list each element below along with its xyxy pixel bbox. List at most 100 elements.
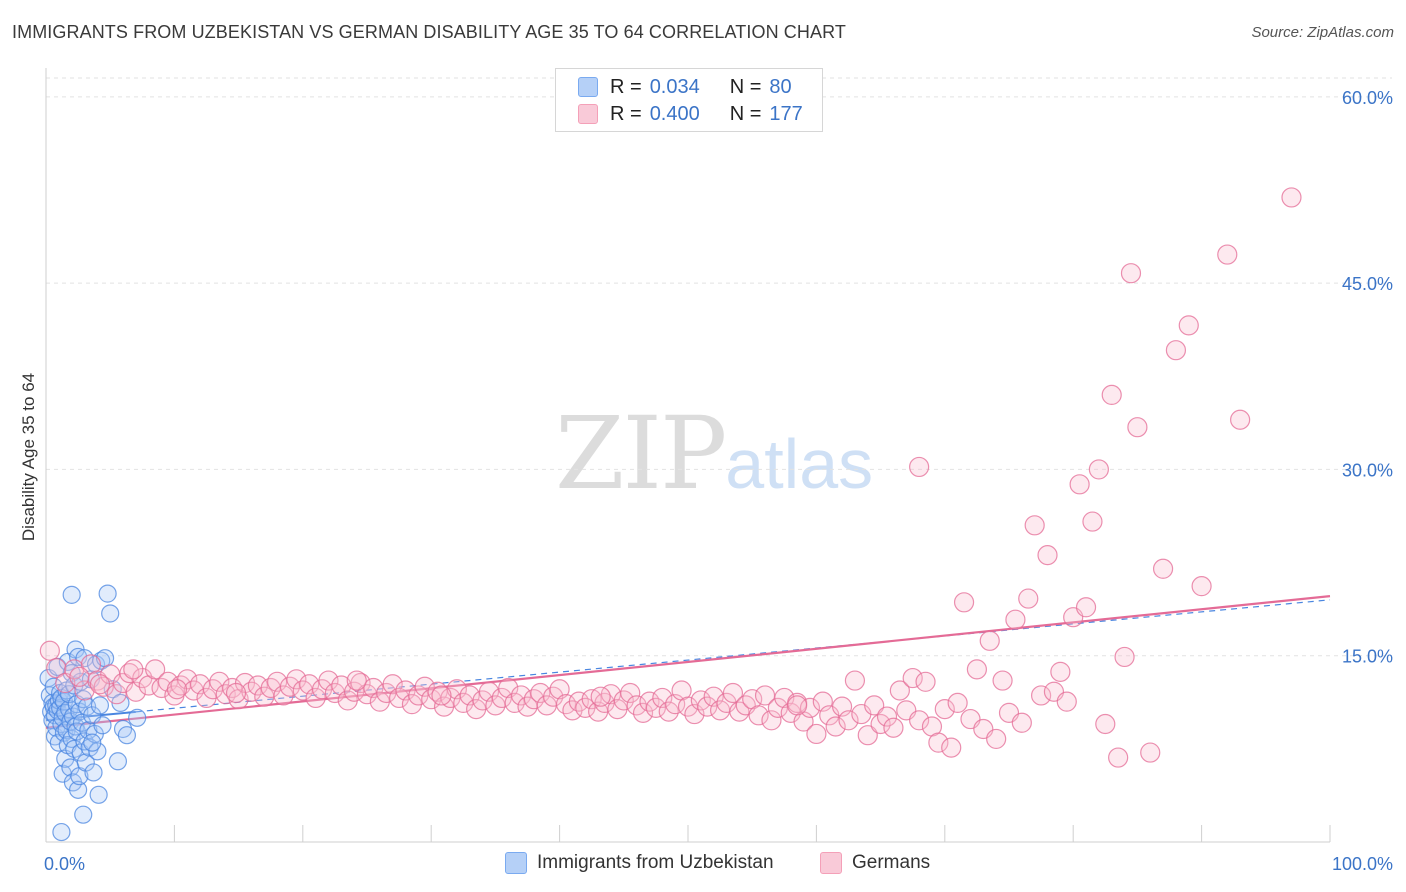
point-germans <box>1030 685 1052 706</box>
point-germans <box>1056 691 1077 712</box>
point-uzbekistan <box>128 708 147 727</box>
watermark: ZIPatlas <box>555 395 873 512</box>
series-germans <box>39 187 1302 768</box>
point-germans <box>941 737 962 758</box>
bottom-legend-germans: Germans <box>820 852 930 874</box>
point-germans <box>1037 545 1058 566</box>
legend-r-label: R = <box>610 75 642 98</box>
point-germans <box>431 685 452 706</box>
point-germans <box>1217 244 1238 265</box>
point-germans <box>1120 263 1142 284</box>
point-germans <box>883 717 904 738</box>
point-germans <box>934 699 955 720</box>
point-germans <box>787 695 808 716</box>
chart-source: Source: ZipAtlas.com <box>1251 24 1394 41</box>
point-germans <box>1114 646 1135 668</box>
point-germans <box>806 723 827 745</box>
point-germans <box>915 671 936 692</box>
point-germans <box>89 674 111 695</box>
point-germans <box>590 686 611 707</box>
legend-n-value: 80 <box>769 75 792 98</box>
point-germans <box>722 682 744 704</box>
point-germans <box>1075 597 1097 618</box>
series-uzbekistan <box>39 584 147 842</box>
point-germans <box>876 706 898 727</box>
legend-r-value: 0.034 <box>649 75 700 98</box>
point-uzbekistan <box>74 805 93 824</box>
bottom-legend-label-uzbekistan: Immigrants from Uzbekistan <box>537 852 774 873</box>
point-germans <box>902 667 923 689</box>
point-germans <box>1178 315 1199 336</box>
bottom-legend-uzbekistan: Immigrants from Uzbekistan <box>505 852 774 874</box>
point-uzbekistan <box>62 585 81 604</box>
point-germans <box>966 659 988 680</box>
y-tick-label: 15.0% <box>1342 647 1393 667</box>
point-germans <box>986 728 1007 750</box>
point-germans <box>953 592 975 613</box>
y-axis-label: Disability Age 35 to 64 <box>19 373 38 541</box>
point-uzbekistan <box>84 763 103 782</box>
point-germans <box>1088 459 1109 480</box>
point-germans <box>825 716 846 737</box>
legend-swatch-germans <box>578 104 598 124</box>
point-uzbekistan <box>90 696 110 715</box>
x-tick-label: 100.0% <box>1332 854 1393 874</box>
point-germans <box>632 702 654 723</box>
point-uzbekistan <box>117 726 136 745</box>
point-germans <box>774 687 795 709</box>
stats-legend: R = 0.034 N = 80 R = 0.400 N = 177 <box>555 68 823 132</box>
point-germans <box>761 710 782 731</box>
point-uzbekistan <box>60 685 79 704</box>
point-germans <box>1005 609 1026 630</box>
point-germans <box>498 677 519 699</box>
point-germans <box>1140 742 1161 763</box>
point-germans <box>1018 588 1039 609</box>
point-germans <box>549 679 570 700</box>
point-germans <box>1108 747 1129 768</box>
bottom-legend-swatch-germans <box>820 852 842 874</box>
bottom-legend-swatch-uzbekistan <box>505 852 527 874</box>
point-germans <box>530 682 551 704</box>
point-germans <box>346 670 367 691</box>
y-tick-label: 60.0% <box>1342 88 1393 108</box>
point-germans <box>799 697 821 718</box>
gridlines <box>46 77 1392 657</box>
point-uzbekistan <box>77 697 97 716</box>
point-germans <box>864 695 885 716</box>
point-germans <box>1095 713 1116 735</box>
legend-n-label: N = <box>729 102 762 125</box>
point-germans <box>286 669 307 690</box>
point-germans <box>93 676 114 697</box>
point-germans <box>350 672 371 694</box>
point-germans <box>247 675 268 696</box>
point-germans <box>414 676 435 697</box>
point-uzbekistan <box>93 716 112 735</box>
point-germans <box>620 682 641 704</box>
point-germans <box>145 659 166 680</box>
point-germans <box>992 670 1013 691</box>
point-germans <box>947 692 968 714</box>
point-germans <box>909 456 930 478</box>
watermark-zip: ZIP <box>555 395 727 512</box>
point-uzbekistan <box>52 822 71 842</box>
point-germans <box>123 659 144 680</box>
bottom-legend-label-germans: Germans <box>852 852 931 873</box>
point-germans <box>1127 417 1148 438</box>
point-germans <box>844 670 866 691</box>
legend-r-value: 0.400 <box>649 102 700 125</box>
point-germans <box>46 658 67 679</box>
point-uzbekistan <box>68 780 88 799</box>
point-germans <box>1191 576 1212 597</box>
point-germans <box>979 630 1000 651</box>
point-germans <box>1165 340 1187 361</box>
point-germans <box>39 640 60 661</box>
chart-title: IMMIGRANTS FROM UZBEKISTAN VS GERMAN DIS… <box>12 22 846 42</box>
point-germans <box>318 670 339 691</box>
point-germans <box>909 710 930 731</box>
point-germans <box>225 682 247 704</box>
point-uzbekistan <box>101 604 120 623</box>
point-germans <box>69 666 90 687</box>
point-germans <box>1050 661 1071 682</box>
point-uzbekistan <box>89 785 108 804</box>
point-germans <box>838 710 859 731</box>
